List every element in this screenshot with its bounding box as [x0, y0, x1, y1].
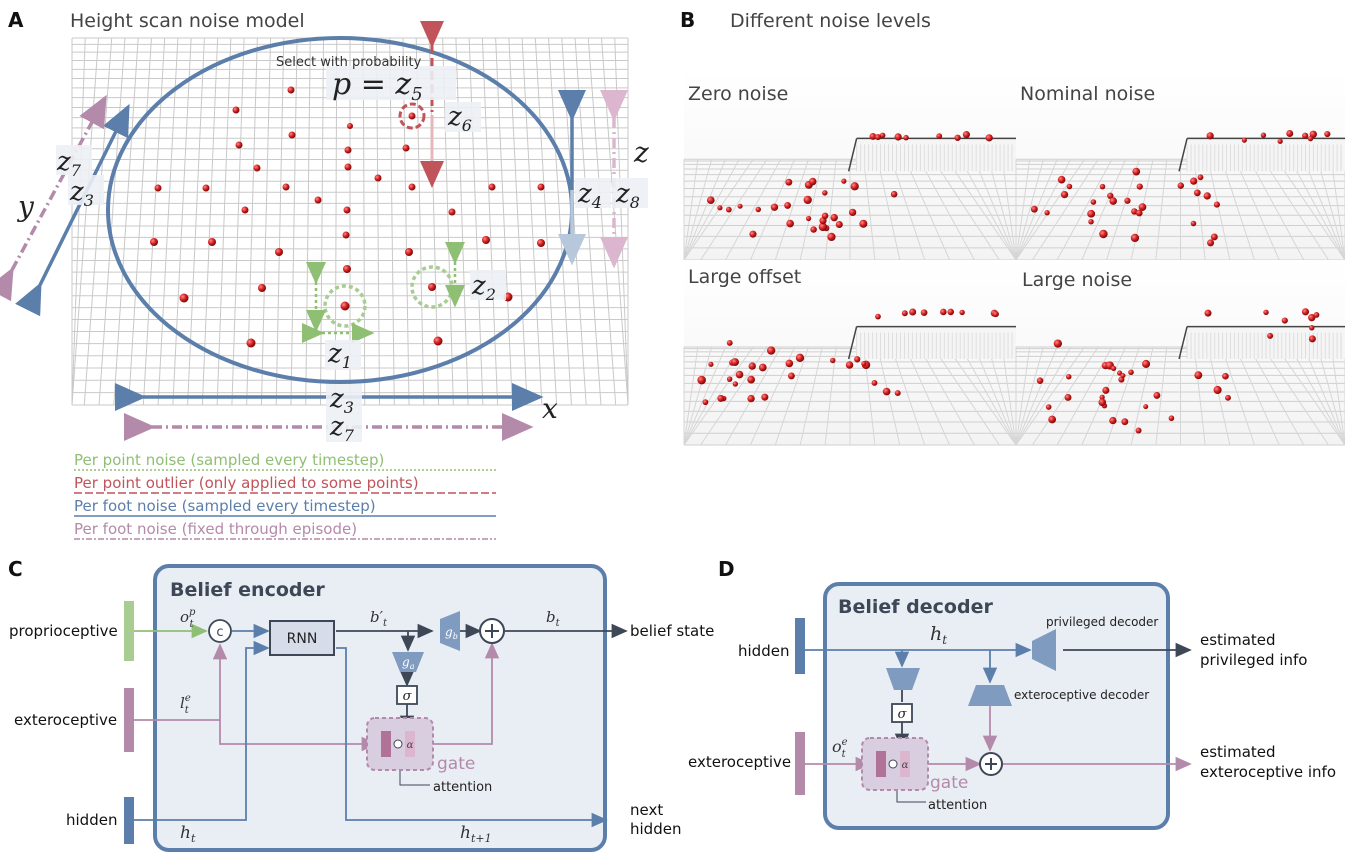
- privileged-decoder-label: privileged decoder: [1046, 615, 1158, 629]
- y-axis-label: y: [16, 190, 35, 223]
- noise-level-tiles: [683, 70, 1345, 446]
- legend-point-outlier: Per point outlier (only applied to some …: [74, 474, 419, 492]
- panel-d-letter: D: [718, 557, 735, 581]
- outlier-target: [398, 102, 426, 130]
- gb-network: [440, 611, 460, 651]
- hidden-bar: [124, 797, 134, 844]
- belief-decoder-title: Belief decoder: [838, 596, 993, 618]
- z3-label-left: z3: [69, 177, 94, 210]
- p-equals-label: p = z5: [332, 67, 423, 105]
- z1-label: z1: [327, 339, 352, 372]
- decoder-o-t-e-label: oe t: [832, 737, 848, 760]
- b-t-label: bt: [546, 608, 561, 629]
- panel-b-letter: B: [680, 8, 695, 32]
- tile-label-nominal-noise: Nominal noise: [1020, 83, 1155, 105]
- attention-label: attention: [433, 780, 492, 795]
- exteroceptive-label: exteroceptive: [14, 711, 117, 729]
- h-t-label: ht: [180, 823, 196, 845]
- gate-extero-bar: [381, 731, 391, 757]
- gate-label: gate: [437, 754, 475, 774]
- belief-state-output: belief state: [630, 622, 714, 640]
- estimated-priv-2: privileged info: [1200, 651, 1307, 669]
- x-axis-label: x: [542, 392, 558, 425]
- legend-foot-noise: Per foot noise (sampled every timestep): [74, 497, 376, 515]
- select-probability-text: Select with probability: [276, 55, 422, 70]
- panel-b-title: Different noise levels: [730, 10, 931, 32]
- estimated-extero-1: estimated: [1200, 743, 1276, 761]
- estimated-priv-1: estimated: [1200, 631, 1276, 649]
- noise-legend: Per point noise (sampled every timestep)…: [74, 451, 496, 540]
- rnn-label: RNN: [287, 631, 318, 647]
- exteroceptive-decoder-label: exteroceptive decoder: [1014, 688, 1149, 702]
- decoder-gate-alpha-bar: [900, 751, 910, 777]
- z6-label: z6: [447, 102, 472, 135]
- panel-a-title: Height scan noise model: [70, 10, 305, 32]
- decoder-h-t-label: ht: [930, 623, 947, 647]
- decoder-ga-net: [886, 668, 920, 690]
- y-foot-fixed-arrow: [0, 94, 107, 302]
- decoder-alpha-label: α: [902, 760, 909, 771]
- decoder-sigma-block: [891, 703, 913, 723]
- estimated-extero-2: exteroceptive info: [1200, 763, 1336, 781]
- sigma-label: σ: [403, 689, 413, 704]
- tile-label-large-noise: Large noise: [1022, 269, 1132, 291]
- o-t-p-label: op t: [180, 607, 196, 630]
- ga-network: [392, 652, 424, 672]
- rnn-block: [269, 620, 335, 656]
- panel-c-letter: C: [8, 557, 23, 581]
- ga-label: ga: [402, 655, 415, 671]
- concat-symbol: c: [216, 625, 223, 640]
- decoder-attention-label: attention: [928, 798, 987, 813]
- next-hidden-output-1: next: [630, 801, 663, 819]
- proprioceptive-label: proprioceptive: [9, 622, 118, 640]
- next-hidden-output-2: hidden: [630, 820, 681, 838]
- decoder-gate-label: gate: [930, 773, 968, 793]
- exteroceptive-bar: [124, 688, 134, 752]
- gb-label: gb: [445, 625, 458, 641]
- legend-point-noise: Per point noise (sampled every timestep): [74, 451, 384, 469]
- decoder-extero-label: exteroceptive: [688, 753, 791, 771]
- panel-a: A Height scan noise model: [0, 8, 649, 540]
- proprioceptive-bar: [124, 601, 134, 661]
- decoder-gate-extero-bar: [876, 751, 886, 777]
- panel-c: C Belief encoder proprioceptive exteroce…: [8, 557, 714, 852]
- belief-encoder-title: Belief encoder: [170, 579, 325, 601]
- panel-b: B Different noise levels Zero noise Nomi…: [680, 8, 1345, 446]
- z2-label: z2: [471, 271, 496, 304]
- alpha-label: α: [407, 740, 414, 751]
- hidden-label: hidden: [66, 811, 117, 829]
- exteroceptive-decoder-net: [968, 685, 1012, 706]
- l-t-e-label: le t: [180, 693, 191, 716]
- sigma-block: [396, 685, 418, 705]
- legend-foot-fixed: Per foot noise (fixed through episode): [74, 520, 357, 538]
- z8-label: z8: [615, 179, 640, 212]
- z3-label-bottom: z3: [329, 384, 354, 417]
- gate-alpha-bar: [405, 731, 415, 757]
- decoder-hidden-bar: [795, 618, 805, 674]
- z7-label-left: z7: [56, 147, 82, 180]
- decoder-extero-bar: [795, 732, 805, 795]
- decoder-sigma-label: σ: [898, 707, 908, 722]
- tile-label-large-offset: Large offset: [688, 266, 801, 288]
- concat-node: [208, 619, 232, 643]
- z4-label: z4: [577, 179, 602, 212]
- panel-d: D Belief decoder hidden exteroceptive σ …: [688, 557, 1336, 830]
- tile-label-zero-noise: Zero noise: [688, 83, 788, 105]
- privileged-decoder-net: [1032, 629, 1056, 671]
- decoder-hidden-label: hidden: [738, 642, 789, 660]
- b-prime-label: b′t: [370, 608, 388, 629]
- z-axis-label: z: [633, 136, 649, 169]
- panel-a-letter: A: [8, 8, 24, 32]
- h-t1-label: ht+1: [460, 823, 492, 845]
- z7-label-bottom: z7: [329, 412, 355, 445]
